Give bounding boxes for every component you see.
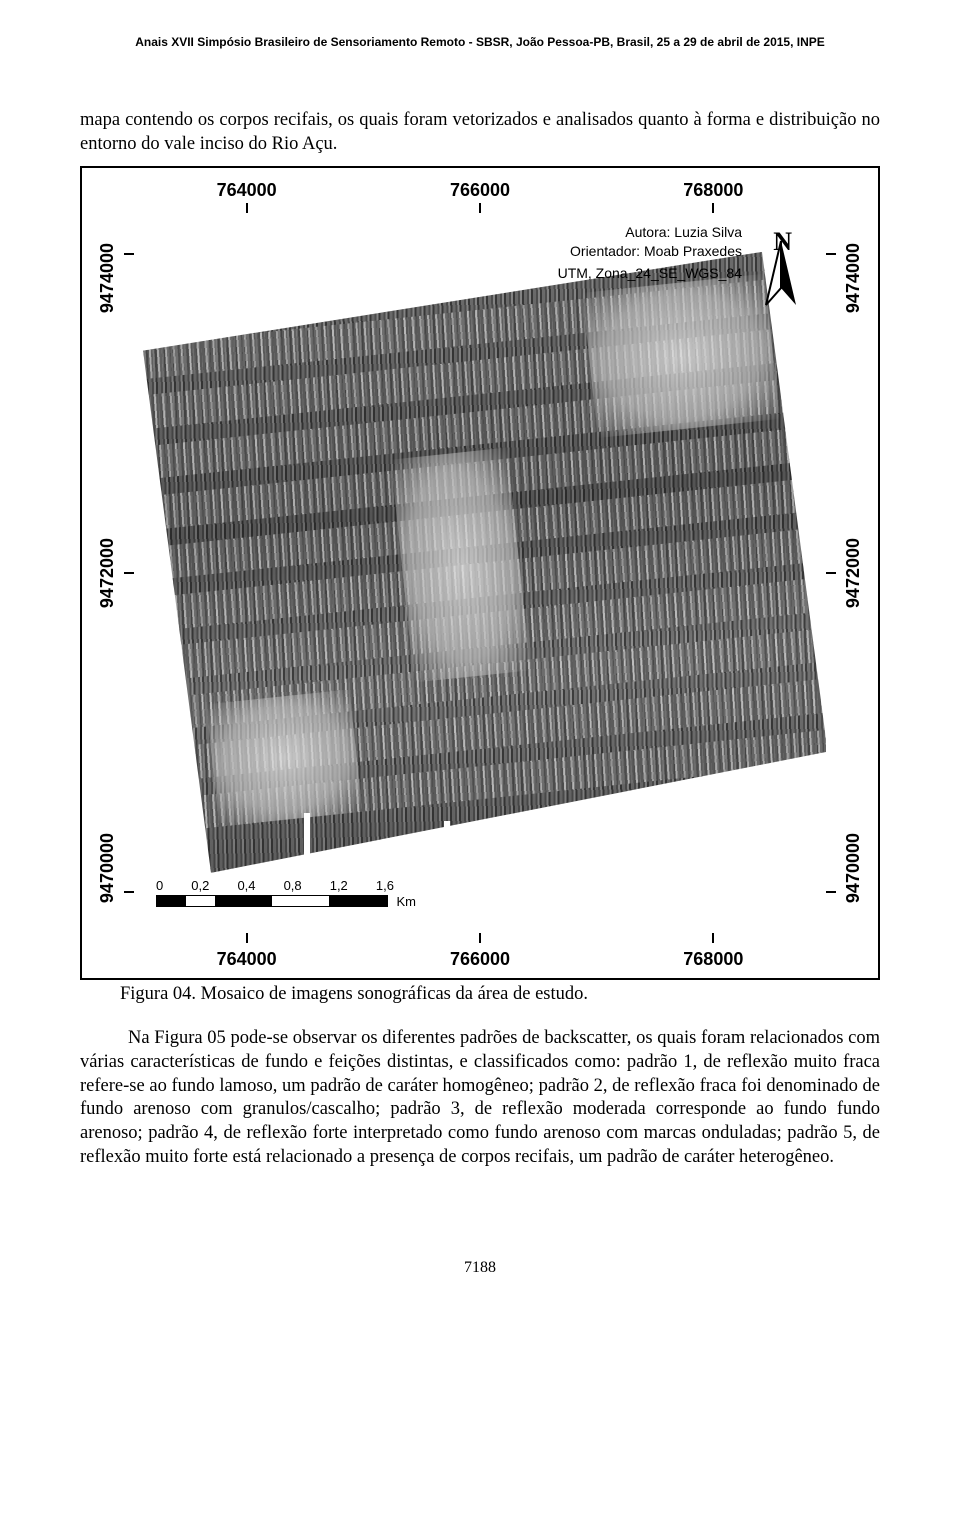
y-tick-label: 9470000 xyxy=(97,833,118,903)
scale-tick: 0,2 xyxy=(191,878,209,893)
page: Anais XVII Simpósio Brasileiro de Sensor… xyxy=(0,0,960,1337)
scale-tick: 1,2 xyxy=(330,878,348,893)
x-tick-label: 764000 xyxy=(217,949,277,970)
y-tick-label: 9470000 xyxy=(843,833,864,903)
sonar-mosaic: Autora: Luzia Silva Orientador: Moab Pra… xyxy=(134,213,826,933)
x-tick-label: 768000 xyxy=(683,180,743,201)
page-number: 7188 xyxy=(80,1259,880,1277)
y-tick-marks-right xyxy=(826,213,836,933)
data-gap xyxy=(586,825,592,880)
scale-tick: 0,8 xyxy=(284,878,302,893)
credit-author: Autora: Luzia Silva xyxy=(558,223,742,241)
x-tick-marks-top xyxy=(130,203,830,213)
scale-tick: 0,4 xyxy=(237,878,255,893)
y-tick-label: 9472000 xyxy=(843,538,864,608)
map-row: 9474000 9472000 9470000 Autora: Luzia Si… xyxy=(90,213,870,933)
y-tick-label: 9474000 xyxy=(97,243,118,313)
data-gap xyxy=(304,813,310,873)
intro-paragraph: mapa contendo os corpos recifais, os qua… xyxy=(80,109,880,156)
x-tick-label: 766000 xyxy=(450,180,510,201)
scale-tick: 0 xyxy=(156,878,163,893)
sonar-image xyxy=(134,251,826,876)
x-tick-label: 768000 xyxy=(683,949,743,970)
data-gap xyxy=(444,821,450,876)
north-arrow-icon: N xyxy=(754,233,808,313)
north-label: N xyxy=(773,227,792,257)
y-tick-label: 9474000 xyxy=(843,243,864,313)
x-tick-label: 766000 xyxy=(450,949,510,970)
scale-bar-segments xyxy=(156,895,388,907)
scale-bar: 0 0,2 0,4 0,8 1,2 1,6 Km xyxy=(156,878,416,907)
body-paragraph: Na Figura 05 pode-se observar os diferen… xyxy=(80,1027,880,1169)
data-gap xyxy=(694,831,700,886)
y-tick-label: 9472000 xyxy=(97,538,118,608)
x-tick-marks-bottom xyxy=(130,933,830,943)
credit-projection: UTM, Zona_24_SE_WGS_84 xyxy=(558,264,742,282)
credit-advisor: Orientador: Moab Praxedes xyxy=(558,242,742,260)
scale-unit: Km xyxy=(397,894,417,909)
scale-bar-labels: 0 0,2 0,4 0,8 1,2 1,6 xyxy=(156,878,416,893)
scale-tick: 1,6 xyxy=(376,878,394,893)
y-tick-marks-left xyxy=(124,213,134,933)
figure-04: 764000 766000 768000 9474000 9472000 947… xyxy=(80,166,880,980)
map-credits: Autora: Luzia Silva Orientador: Moab Pra… xyxy=(558,223,742,282)
x-tick-label: 764000 xyxy=(217,180,277,201)
x-axis-bottom: 764000 766000 768000 xyxy=(130,949,830,970)
y-axis-right: 9474000 9472000 9470000 xyxy=(836,213,870,933)
y-axis-left: 9474000 9472000 9470000 xyxy=(90,213,124,933)
x-axis-top: 764000 766000 768000 xyxy=(130,180,830,201)
conference-header: Anais XVII Simpósio Brasileiro de Sensor… xyxy=(80,35,880,49)
figure-caption: Figura 04. Mosaico de imagens sonográfic… xyxy=(120,984,880,1005)
